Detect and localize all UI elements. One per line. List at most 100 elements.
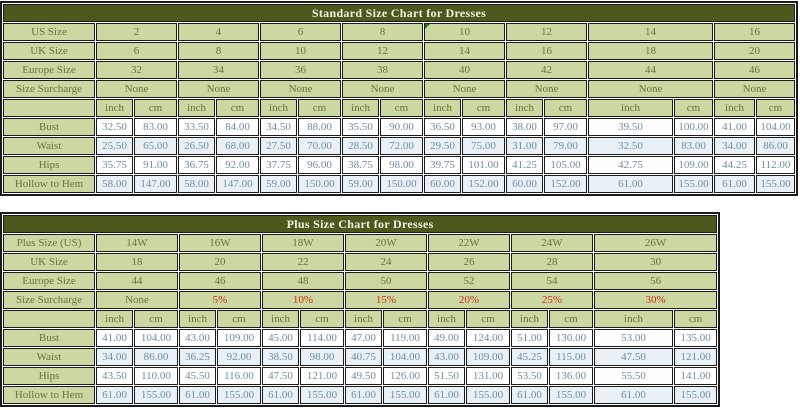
size-value: None <box>506 80 587 98</box>
size-value: 14W <box>96 234 178 252</box>
row-label: Europe Size <box>3 272 95 290</box>
measurement-value: 147.00 <box>216 175 259 193</box>
measurement-value: 114.00 <box>300 329 344 347</box>
measurement-value: 49.00 <box>428 329 465 347</box>
size-value: 28 <box>511 253 593 271</box>
measurement-value: 92.00 <box>217 348 261 366</box>
table-row: Hollow to Hem 58.00 147.00 58.00 147.00 59.00… <box>3 175 796 193</box>
unit-header: inch <box>262 310 299 328</box>
measurement-value: 126.00 <box>383 367 427 385</box>
measurement-value: 39.75 <box>424 156 461 174</box>
unit-header: inch <box>588 99 673 117</box>
unit-header: cm <box>549 310 593 328</box>
measurement-value: 100.00 <box>674 118 713 136</box>
measurement-value: 31.00 <box>506 137 543 155</box>
measurement-value: 72.00 <box>380 137 423 155</box>
table-row: Waist 34.00 86.00 36.25 92.00 38.50 98.00 40.75… <box>3 348 718 366</box>
table-row: US Size 2 4 6 8 10 12 14 16 <box>3 23 796 41</box>
measurement-value: 104.00 <box>756 118 796 136</box>
measurement-value: 37.75 <box>260 156 297 174</box>
measurement-value: 53.50 <box>511 367 548 385</box>
size-value: 48 <box>262 272 344 290</box>
measurement-value: 112.00 <box>756 156 796 174</box>
size-value: 42 <box>506 61 587 79</box>
size-value: 8 <box>178 42 259 60</box>
unit-header: inch <box>594 310 673 328</box>
measurement-value: 110.00 <box>134 367 178 385</box>
measurement-value: 25.50 <box>96 137 133 155</box>
size-value: 14 <box>424 42 505 60</box>
size-value: 24W <box>511 234 593 252</box>
size-value: 32 <box>96 61 177 79</box>
size-value: 16W <box>179 234 261 252</box>
measurement-value: 109.00 <box>217 329 261 347</box>
size-value: 22W <box>428 234 510 252</box>
measurement-value: 121.00 <box>674 348 718 366</box>
table-row: Size Surcharge None None None None None None No… <box>3 80 796 98</box>
size-value: 12 <box>342 42 423 60</box>
measurement-value: 44.25 <box>714 156 755 174</box>
size-value: 16 <box>714 23 796 41</box>
size-value: 44 <box>588 61 713 79</box>
measurement-value: 101.00 <box>462 156 505 174</box>
row-label: Bust <box>3 329 95 347</box>
measurement-value: 155.00 <box>466 386 510 404</box>
row-label: Hips <box>3 367 95 385</box>
row-label <box>3 310 95 328</box>
measurement-value: 29.50 <box>424 137 461 155</box>
row-label: UK Size <box>3 42 95 60</box>
size-value: None <box>714 80 796 98</box>
size-value: 10% <box>262 291 344 309</box>
measurement-value: 41.25 <box>506 156 543 174</box>
unit-header: cm <box>383 310 427 328</box>
unit-header: inch <box>96 99 133 117</box>
row-label: Europe Size <box>3 61 95 79</box>
measurement-value: 26.50 <box>178 137 215 155</box>
measurement-value: 58.00 <box>96 175 133 193</box>
measurement-value: 75.00 <box>462 137 505 155</box>
measurement-value: 98.00 <box>300 348 344 366</box>
size-value: 26W <box>594 234 718 252</box>
measurement-value: 61.00 <box>179 386 216 404</box>
unit-header: cm <box>380 99 423 117</box>
measurement-value: 51.00 <box>511 329 548 347</box>
size-value: None <box>96 291 178 309</box>
size-value: 14 <box>588 23 713 41</box>
size-value: None <box>260 80 341 98</box>
measurement-value: 155.00 <box>217 386 261 404</box>
unit-header: inch <box>511 310 548 328</box>
chart-title: Standard Size Chart for Dresses <box>3 4 796 22</box>
row-label: Waist <box>3 137 95 155</box>
measurement-value: 43.00 <box>179 329 216 347</box>
measurement-value: 47.00 <box>345 329 382 347</box>
measurement-value: 61.00 <box>262 386 299 404</box>
unit-header: cm <box>216 99 259 117</box>
measurement-value: 124.00 <box>466 329 510 347</box>
measurement-value: 61.00 <box>714 175 755 193</box>
unit-header-row: inch cm inch cm inch cm inch cm inch cm inch cm inch… <box>3 99 796 117</box>
measurement-value: 86.00 <box>134 348 178 366</box>
size-value: 46 <box>179 272 261 290</box>
row-label: Hollow to Hem <box>3 175 95 193</box>
measurement-value: 116.00 <box>217 367 261 385</box>
measurement-value: 61.00 <box>588 175 673 193</box>
unit-header: cm <box>674 99 713 117</box>
measurement-value: 155.00 <box>674 386 718 404</box>
measurement-value: 33.50 <box>178 118 215 136</box>
measurement-value: 152.00 <box>462 175 505 193</box>
measurement-value: 35.75 <box>96 156 133 174</box>
unit-header-row: inch cm inch cm inch cm inch cm inch cm inch cm inch… <box>3 310 718 328</box>
measurement-value: 36.75 <box>178 156 215 174</box>
measurement-value: 51.50 <box>428 367 465 385</box>
row-label <box>3 99 95 117</box>
measurement-value: 36.25 <box>179 348 216 366</box>
measurement-value: 92.00 <box>216 156 259 174</box>
measurement-value: 155.00 <box>383 386 427 404</box>
size-value: 18 <box>96 253 178 271</box>
size-value: 56 <box>594 272 718 290</box>
measurement-value: 40.75 <box>345 348 382 366</box>
measurement-value: 34.50 <box>260 118 297 136</box>
table-row: Waist 25.50 65.00 26.50 68.00 27.50 70.00 28.50… <box>3 137 796 155</box>
size-value: 46 <box>714 61 796 79</box>
size-value: 15% <box>345 291 427 309</box>
